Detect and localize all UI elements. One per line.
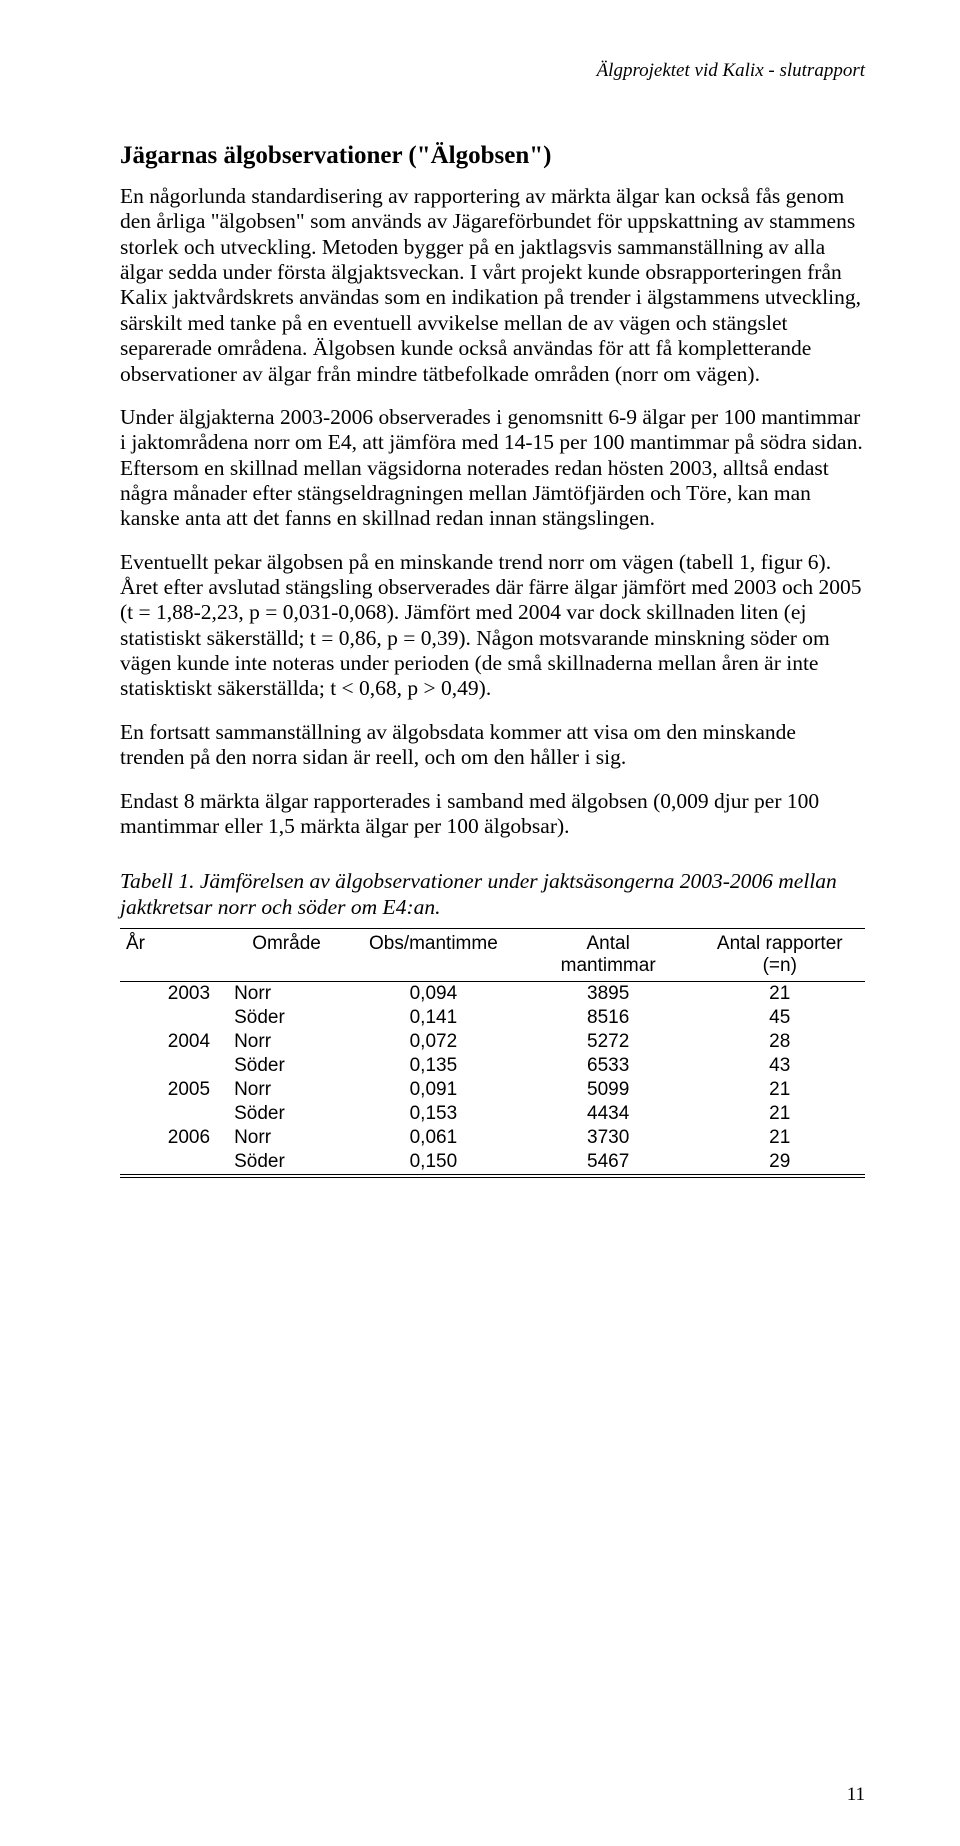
- col-header-year: År: [120, 928, 228, 981]
- table-row: 2006 Norr 0,061 3730 21: [120, 1126, 865, 1150]
- cell-reports: 43: [695, 1054, 866, 1078]
- col-header-reports-l2: (=n): [763, 955, 797, 976]
- col-header-manhours: Antal mantimmar: [522, 928, 695, 981]
- cell-reports: 29: [695, 1150, 866, 1175]
- cell-obs: 0,091: [345, 1078, 522, 1102]
- cell-manhours: 4434: [522, 1102, 695, 1126]
- cell-area: Söder: [228, 1150, 345, 1175]
- cell-manhours: 5099: [522, 1078, 695, 1102]
- cell-year: 2003: [120, 981, 228, 1006]
- cell-manhours: 5467: [522, 1150, 695, 1175]
- cell-reports: 21: [695, 1102, 866, 1126]
- document-page: Älgprojektet vid Kalix - slutrapport Jäg…: [0, 0, 960, 1846]
- col-header-reports-l1: Antal rapporter: [717, 933, 843, 954]
- cell-year: 2006: [120, 1126, 228, 1150]
- body-paragraph: Eventuellt pekar älgobsen på en minskand…: [120, 550, 865, 702]
- cell-reports: 45: [695, 1006, 866, 1030]
- cell-manhours: 6533: [522, 1054, 695, 1078]
- observations-table: År Område Obs/mantimme Antal mantimmar A…: [120, 928, 865, 1178]
- cell-manhours: 5272: [522, 1030, 695, 1054]
- cell-manhours: 3730: [522, 1126, 695, 1150]
- col-header-reports: Antal rapporter (=n): [695, 928, 866, 981]
- section-title: Jägarnas älgobservationer ("Älgobsen"): [120, 142, 865, 170]
- cell-obs: 0,061: [345, 1126, 522, 1150]
- table-row: 2003 Norr 0,094 3895 21: [120, 981, 865, 1006]
- cell-year: [120, 1102, 228, 1126]
- table-row: Söder 0,135 6533 43: [120, 1054, 865, 1078]
- cell-obs: 0,072: [345, 1030, 522, 1054]
- cell-obs: 0,135: [345, 1054, 522, 1078]
- cell-area: Norr: [228, 981, 345, 1006]
- cell-year: [120, 1054, 228, 1078]
- body-paragraph: En fortsatt sammanställning av älgobsdat…: [120, 720, 865, 771]
- body-paragraph: Endast 8 märkta älgar rapporterades i sa…: [120, 789, 865, 840]
- table-bottom-rule: [120, 1174, 865, 1177]
- running-head: Älgprojektet vid Kalix - slutrapport: [120, 60, 865, 82]
- col-header-obs: Obs/mantimme: [345, 928, 522, 981]
- page-number: 11: [847, 1784, 865, 1806]
- col-header-manhours-l2: mantimmar: [561, 955, 656, 976]
- cell-reports: 21: [695, 981, 866, 1006]
- cell-obs: 0,150: [345, 1150, 522, 1175]
- table-row: Söder 0,153 4434 21: [120, 1102, 865, 1126]
- table-row: 2005 Norr 0,091 5099 21: [120, 1078, 865, 1102]
- cell-obs: 0,094: [345, 981, 522, 1006]
- col-header-manhours-l1: Antal: [587, 933, 630, 954]
- table-row: Söder 0,150 5467 29: [120, 1150, 865, 1175]
- cell-year: [120, 1150, 228, 1175]
- cell-area: Söder: [228, 1102, 345, 1126]
- cell-manhours: 8516: [522, 1006, 695, 1030]
- cell-manhours: 3895: [522, 981, 695, 1006]
- body-paragraph: Under älgjakterna 2003-2006 observerades…: [120, 405, 865, 532]
- cell-reports: 21: [695, 1078, 866, 1102]
- cell-reports: 21: [695, 1126, 866, 1150]
- cell-obs: 0,153: [345, 1102, 522, 1126]
- cell-area: Norr: [228, 1078, 345, 1102]
- table-row: 2004 Norr 0,072 5272 28: [120, 1030, 865, 1054]
- cell-year: 2004: [120, 1030, 228, 1054]
- cell-year: [120, 1006, 228, 1030]
- table-row: Söder 0,141 8516 45: [120, 1006, 865, 1030]
- cell-area: Norr: [228, 1126, 345, 1150]
- col-header-area: Område: [228, 928, 345, 981]
- cell-area: Norr: [228, 1030, 345, 1054]
- cell-area: Söder: [228, 1006, 345, 1030]
- cell-reports: 28: [695, 1030, 866, 1054]
- table-caption: Tabell 1. Jämförelsen av älgobservatione…: [120, 869, 865, 920]
- cell-area: Söder: [228, 1054, 345, 1078]
- cell-year: 2005: [120, 1078, 228, 1102]
- cell-obs: 0,141: [345, 1006, 522, 1030]
- body-paragraph: En någorlunda standardisering av rapport…: [120, 184, 865, 387]
